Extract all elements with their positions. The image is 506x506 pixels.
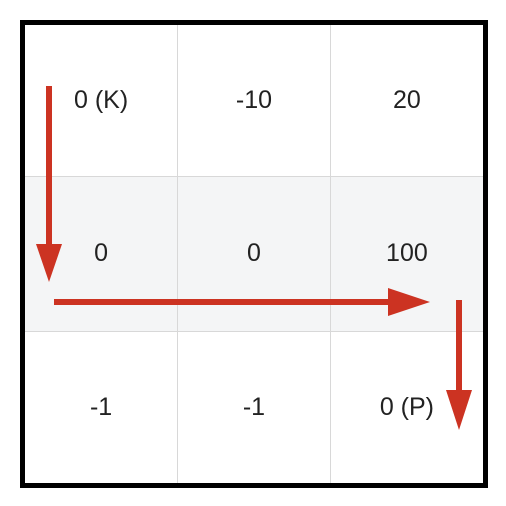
grid-cell: 20 <box>329 25 483 178</box>
grid-frame: 0 (K) -10 20 0 0 100 -1 -1 0 (P) <box>20 20 488 488</box>
grid-cell: -1 <box>177 330 331 483</box>
grid-cell: 0 <box>25 176 179 332</box>
grid-cell: 0 (P) <box>329 330 483 483</box>
grid-cell: -1 <box>25 330 179 483</box>
grid-cell: 0 <box>177 176 331 332</box>
grid-cell: 0 (K) <box>25 25 179 178</box>
grid-table: 0 (K) -10 20 0 0 100 -1 -1 0 (P) <box>25 25 483 483</box>
grid-cell: -10 <box>177 25 331 178</box>
grid-row: -1 -1 0 (P) <box>25 330 483 483</box>
grid-row: 0 (K) -10 20 <box>25 25 483 178</box>
grid-row: 0 0 100 <box>25 176 483 332</box>
grid-cell: 100 <box>329 176 483 332</box>
